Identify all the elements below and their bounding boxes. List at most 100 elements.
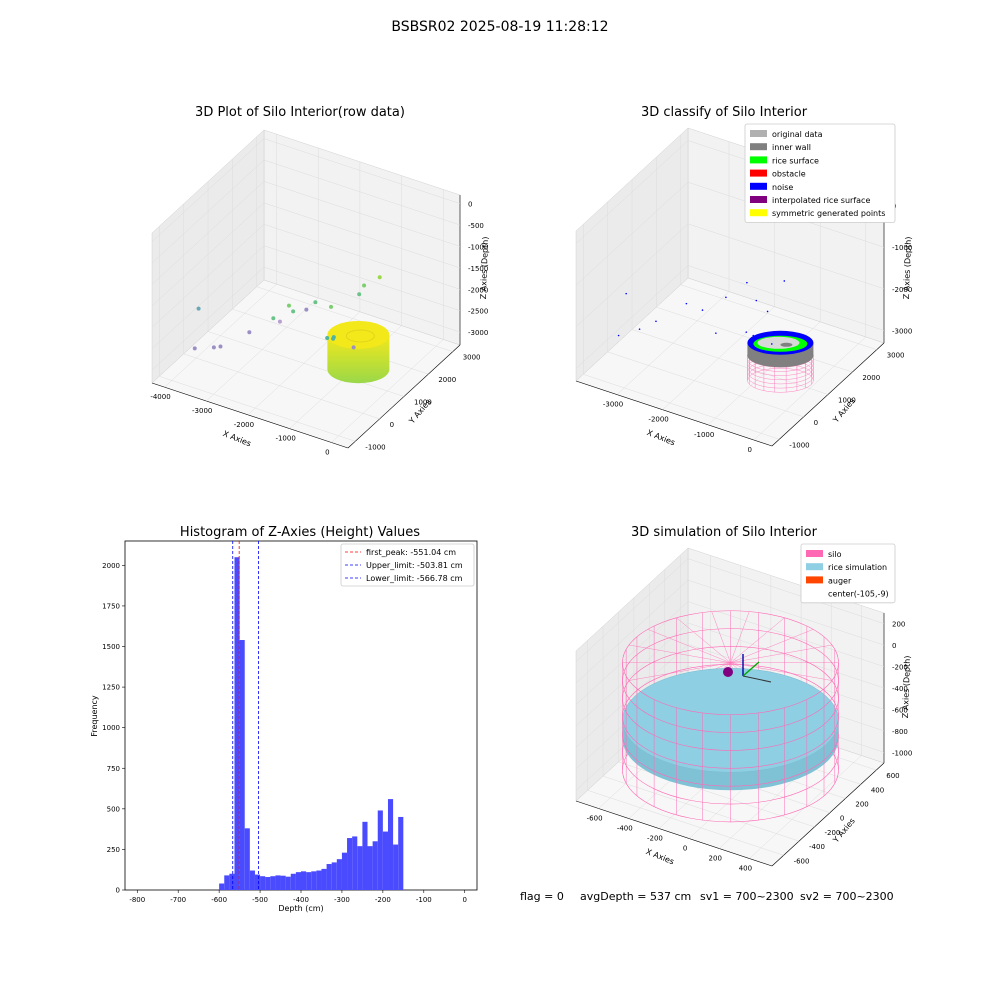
footer-avg-depth: avgDepth = 537 cm xyxy=(580,890,691,903)
histogram-bar xyxy=(377,810,383,890)
noise-point xyxy=(725,296,727,299)
x-tick-label: -1000 xyxy=(275,435,295,443)
panel2-x-ticks: -3000 -2000 -1000 0 xyxy=(603,401,752,454)
histogram-legend: first_peak: -551.04 cm Upper_limit: -503.… xyxy=(340,543,475,587)
panel1-points xyxy=(192,275,382,351)
z-tick-label: -1000 xyxy=(468,243,488,251)
y-axis-line xyxy=(771,762,885,867)
z-tick-label: -1000 xyxy=(892,749,912,757)
x-tick-label: -1000 xyxy=(694,431,714,439)
histogram-bar xyxy=(260,876,266,890)
x-tick-label: 0 xyxy=(325,448,329,456)
histogram-legend-label: first_peak: -551.04 cm xyxy=(366,548,456,557)
y-tick-label: 750 xyxy=(107,765,120,773)
panel-histogram: Histogram of Z-Axies (Height) Values -80… xyxy=(90,525,478,913)
data-point xyxy=(357,292,362,297)
classify-legend-label: obstacle xyxy=(772,170,806,179)
grid-line xyxy=(151,181,461,285)
data-point xyxy=(211,345,216,350)
z-tick-label: -2000 xyxy=(892,286,912,294)
z-tick-label: -3000 xyxy=(892,328,912,336)
panel1-y-ticks: -1000 0 1000 2000 3000 xyxy=(365,354,480,452)
histogram-bar xyxy=(285,876,291,890)
z-tick-label: -800 xyxy=(892,728,908,736)
grid-line xyxy=(583,224,780,440)
classify-legend-label: noise xyxy=(772,183,793,192)
noise-point xyxy=(771,343,773,345)
panel1-rice-cylinder xyxy=(327,320,390,384)
data-point xyxy=(331,336,336,341)
footer-sv2: sv2 = 700~2300 xyxy=(800,890,894,903)
data-point xyxy=(304,307,309,312)
histogram-ylabel: Frequency xyxy=(90,695,99,737)
z-tick-label: -500 xyxy=(468,222,484,230)
y-tick-label: 0 xyxy=(840,815,844,823)
simulation-legend-label: center(-105,-9) xyxy=(828,590,889,599)
data-point xyxy=(218,344,223,349)
panel2-cylinder xyxy=(747,330,814,393)
grid-line xyxy=(151,202,461,307)
z-tick-label: -1500 xyxy=(468,265,488,273)
histogram-bar xyxy=(336,859,342,890)
z-tick-label: -2500 xyxy=(468,308,488,316)
y-tick-label: -1000 xyxy=(789,441,809,449)
y-tick-label: 1750 xyxy=(102,602,120,610)
histogram-bar xyxy=(347,838,353,890)
classify-legend-swatch xyxy=(750,196,767,203)
grid-line xyxy=(607,201,804,418)
original-data-disc xyxy=(757,336,800,349)
panel4-xlabel: X Axies xyxy=(645,847,676,866)
histogram-bar xyxy=(295,872,301,890)
classify-legend-label: symmetric generated points xyxy=(772,209,885,218)
grid-line xyxy=(206,148,319,402)
simulation-legend-swatch xyxy=(806,550,823,557)
histogram-bar xyxy=(321,868,327,890)
data-point xyxy=(351,345,356,350)
x-axis-line xyxy=(151,382,349,449)
noise-point xyxy=(715,332,717,334)
y-tick-label: -1000 xyxy=(365,443,385,451)
histogram-bar xyxy=(249,870,255,890)
noise-point xyxy=(745,331,748,333)
grid-line xyxy=(331,189,444,443)
grid-line xyxy=(602,626,800,842)
z-tick-label: -400 xyxy=(892,685,908,693)
z-tick-label: 0 xyxy=(468,201,472,209)
x-tick-label: 0 xyxy=(748,446,752,454)
histogram-bar xyxy=(372,841,378,890)
histogram-bar xyxy=(352,836,358,890)
histogram-bar xyxy=(244,828,250,890)
noise-point xyxy=(766,310,769,313)
noise-point xyxy=(638,328,641,330)
x-axis-line xyxy=(575,380,773,447)
histogram-legend-frame xyxy=(340,543,475,587)
y-tick-label: 600 xyxy=(886,772,899,780)
x-tick-label: -300 xyxy=(334,896,350,904)
x-tick-label: 400 xyxy=(739,865,752,873)
histogram-bar xyxy=(393,844,399,890)
histogram-bar xyxy=(234,557,240,890)
panel4-silo-wireframe-front xyxy=(622,662,839,823)
y-tick-label: 3000 xyxy=(887,352,905,360)
y-tick-label: 0 xyxy=(814,419,818,427)
x-tick-label: -800 xyxy=(129,896,145,904)
footer-status: flag = 0 avgDepth = 537 cm sv1 = 700~230… xyxy=(520,890,894,903)
classify-legend-swatch xyxy=(750,182,767,190)
histogram-bar xyxy=(341,852,348,890)
x-tick-label: 0 xyxy=(462,896,466,904)
y-tick-label: 1000 xyxy=(414,399,432,407)
x-tick-label: -2000 xyxy=(234,421,254,429)
histogram-bar xyxy=(270,876,276,890)
panel2-y-ticks: -1000 0 1000 2000 3000 xyxy=(789,352,904,450)
grid-line xyxy=(618,611,815,828)
y-tick-label: 2000 xyxy=(102,562,120,570)
simulation-legend-label: rice simulation xyxy=(828,563,887,572)
classify-legend-label: original data xyxy=(772,130,823,139)
data-point xyxy=(277,319,282,324)
y-tick-label: -600 xyxy=(794,857,810,865)
simulation-legend-swatch xyxy=(806,563,823,571)
grid-line xyxy=(247,161,361,415)
y-tick-label: 1000 xyxy=(102,724,120,732)
grid-line xyxy=(151,159,461,264)
rice-cylinder-ring xyxy=(345,329,375,343)
